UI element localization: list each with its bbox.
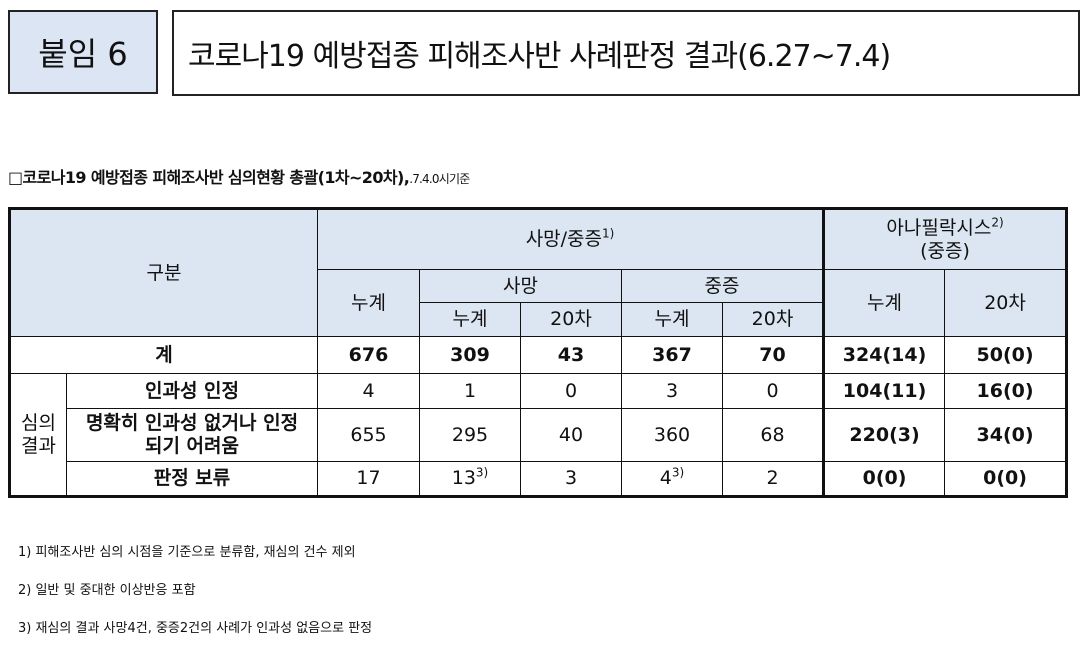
footnote-ref-2: 2) [991,215,1004,230]
anaphylaxis-cumulative-header: 누계 [822,269,946,337]
footnote-ref-3: 3) [671,465,685,480]
sum-serious-round20: 70 [721,336,825,374]
sum-anaphylaxis-cumulative: 324(14) [822,336,946,374]
footnote-1: 1) 피해조사반 심의 시점을 기준으로 분류함, 재심의 건수 제외 [18,545,356,560]
cell: 104(11) [822,373,946,409]
death-round20-header: 20차 [520,302,622,337]
table-row: 판정 보류 17 133) 3 43) 2 0(0) 0(0) [10,461,1068,497]
cell: 3 [520,461,622,497]
cell: 0(0) [944,461,1068,497]
cell: 2 [721,461,825,497]
row-label: 인과성 인정 [66,373,318,409]
cell: 1 [419,373,521,409]
cell: 68 [721,408,825,462]
serious-cumulative-header: 누계 [621,302,723,337]
cell: 40 [520,408,622,462]
sum-death-round20: 43 [520,336,622,374]
death-serious-label: 사망/중증 [525,228,603,251]
subtitle-text: □코로나19 예방접종 피해조사반 심의현황 총괄(1차~20차), [8,168,410,187]
footnote-ref-3: 3) [475,465,489,480]
sum-row: 계 676 309 43 367 70 324(14) 50(0) [9,336,1068,374]
cell: 655 [317,408,420,462]
footnote-3: 3) 재심의 결과 사망4건, 중증2건의 사례가 인과성 없음으로 판정 [18,621,373,636]
table-row: 심의 결과 인과성 인정 4 1 0 3 0 104(11) 16(0) [9,373,1068,497]
cell: 4 [317,373,420,409]
footnote-ref-1: 1) [602,226,615,241]
cell-value: 4 [659,467,672,490]
sum-death-cumulative: 309 [419,336,521,374]
cell: 34(0) [944,408,1068,462]
death-header: 사망 [419,269,622,303]
death-serious-header: 사망/중증1) [316,208,825,270]
sum-label: 계 [9,336,318,374]
cell: 16(0) [944,373,1068,409]
anaphylaxis-header: 아나필락시스2) (중증) [822,208,1068,270]
category-header: 구분 [9,208,318,337]
cell: 17 [317,461,420,497]
header-row-1: 구분 사망/중증1) 아나필락시스2) (중증) [9,208,1068,337]
cell: 0 [721,373,825,409]
anaphylaxis-label: 아나필락시스 [886,216,992,239]
result-group-label: 심의 결과 [9,373,67,497]
serious-header: 중증 [620,269,825,303]
table-subtitle: □코로나19 예방접종 피해조사반 심의현황 총괄(1차~20차),.7.4.0… [8,164,470,188]
review-summary-table: 구분 사망/중증1) 아나필락시스2) (중증) 누계 사망 중증 누계 20차… [8,207,1069,498]
title-bar: 붙임 6 코로나19 예방접종 피해조사반 사례판정 결과(6.27~7.4) [8,10,1080,96]
cell: 360 [621,408,723,462]
cell: 133) [419,461,521,497]
header-row-2: 누계 사망 중증 누계 20차 [9,269,1068,337]
page-title: 코로나19 예방접종 피해조사반 사례판정 결과(6.27~7.4) [172,10,1080,96]
cell: 0(0) [822,461,946,497]
table-row: 명확히 인과성 없거나 인정 되기 어려움 655 295 40 360 68 … [10,408,1068,462]
row-label: 명확히 인과성 없거나 인정 되기 어려움 [66,408,318,462]
subtitle-basis: .7.4.0시기준 [409,172,470,186]
cell: 0 [520,373,622,409]
footnotes: 1) 피해조사반 심의 시점을 기준으로 분류함, 재심의 건수 제외 2) 일… [18,541,372,655]
cumulative-header: 누계 [317,269,420,337]
serious-round20-header: 20차 [721,302,825,337]
cell: 295 [419,408,521,462]
anaphylaxis-sub-label: (중증) [920,239,970,262]
sum-cumulative: 676 [317,336,420,374]
anaphylaxis-round20-header: 20차 [944,269,1068,337]
footnote-2: 2) 일반 및 중대한 이상반응 포함 [18,583,196,598]
cell: 43) [621,461,723,497]
row-label: 판정 보류 [66,461,318,497]
sum-anaphylaxis-round20: 50(0) [944,336,1068,374]
sum-serious-cumulative: 367 [621,336,723,374]
cell: 220(3) [822,408,946,462]
cell: 3 [621,373,723,409]
cell-value: 13 [451,467,476,490]
attachment-label: 붙임 6 [8,10,158,94]
death-cumulative-header: 누계 [419,302,521,337]
